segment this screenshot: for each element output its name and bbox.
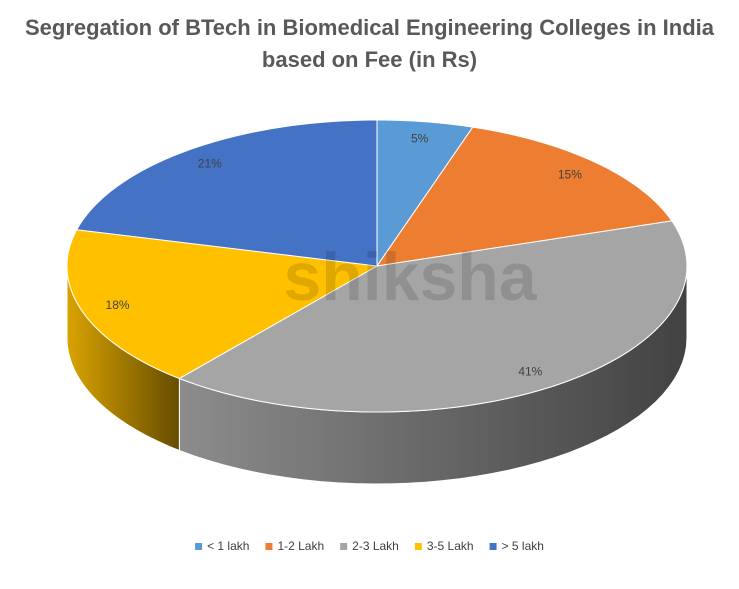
chart-title: Segregation of BTech in Biomedical Engin… xyxy=(24,15,715,72)
legend-swatch xyxy=(414,543,422,550)
pie-slice xyxy=(376,119,474,268)
pie-slice xyxy=(375,126,673,267)
legend: < 1 lakh 1-2 Lakh 2-3 Lakh 3-5 Lakh > 5 lakh xyxy=(195,539,544,553)
legend-swatch xyxy=(195,543,203,550)
pie-slice xyxy=(75,119,378,267)
data-label: 18% xyxy=(106,298,130,312)
data-label: 21% xyxy=(198,157,222,171)
data-label: 41% xyxy=(518,364,542,378)
watermark: shiksha xyxy=(283,239,537,315)
legend-label: 2-3 Lakh xyxy=(352,539,399,553)
legend-label: 3-5 Lakh xyxy=(427,539,474,553)
data-label: 5% xyxy=(411,131,429,145)
legend-swatch xyxy=(265,543,273,550)
pie-slice xyxy=(178,220,688,413)
legend-label: 1-2 Lakh xyxy=(277,539,324,553)
pie-slice xyxy=(66,229,379,380)
legend-label: < 1 lakh xyxy=(207,539,249,553)
legend-swatch xyxy=(489,543,497,550)
data-label: 15% xyxy=(558,167,582,181)
legend-swatch xyxy=(340,543,348,550)
legend-label: > 5 lakh xyxy=(502,539,544,553)
